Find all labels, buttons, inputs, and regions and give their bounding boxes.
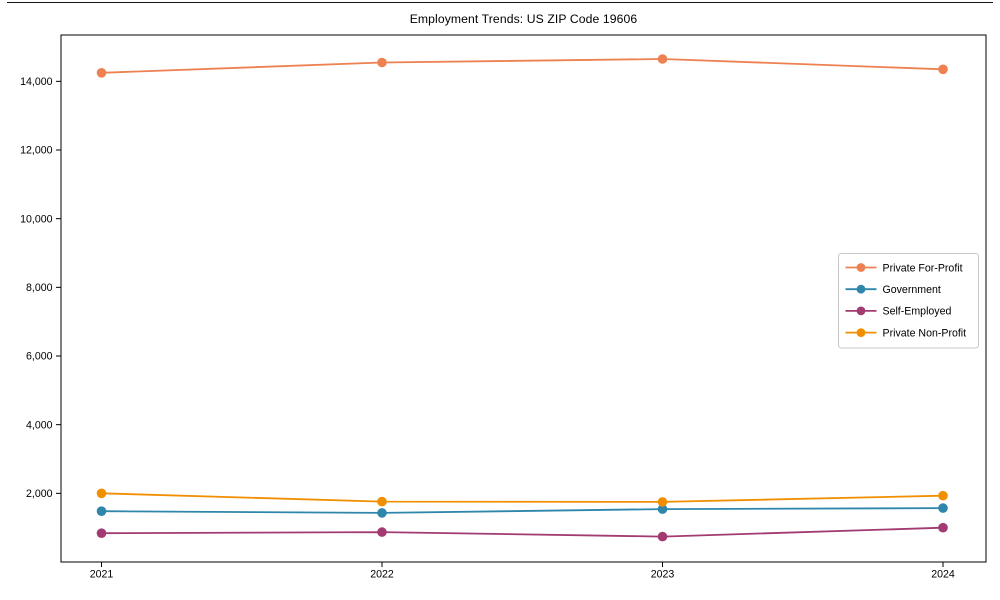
x-tick-label: 2024 — [931, 569, 955, 581]
series-line-private-non-profit — [101, 492, 944, 503]
data-point-private-non-profit-2022 — [377, 496, 387, 507]
series-line-self-employed — [101, 526, 944, 538]
data-point-government-2021 — [96, 506, 107, 516]
y-tick-label: 14,000 — [20, 76, 53, 88]
legend-marker-icon — [856, 328, 866, 337]
chart-title: Employment Trends: US ZIP Code 19606 — [409, 12, 638, 26]
legend-label: Government — [883, 284, 941, 296]
legend-item-government: Government — [845, 284, 941, 296]
data-point-government-2023 — [657, 504, 668, 514]
legend-label: Private For-Profit — [883, 262, 963, 274]
x-tick-label: 2022 — [370, 569, 394, 581]
data-point-self-employed-2024 — [938, 522, 948, 533]
legend-marker-icon — [856, 263, 866, 272]
y-tick-label: 6,000 — [26, 351, 53, 363]
y-tick-label: 10,000 — [20, 213, 53, 225]
legend-label: Private Non-Profit — [883, 327, 967, 339]
data-point-private-for-profit-2021 — [96, 68, 107, 78]
y-tick-label: 12,000 — [20, 145, 53, 157]
legend-item-self-employed: Self-Employed — [845, 306, 952, 318]
data-point-private-non-profit-2024 — [938, 490, 948, 501]
legend-label: Self-Employed — [883, 306, 952, 318]
legend-marker-icon — [856, 284, 866, 294]
data-point-self-employed-2022 — [377, 527, 387, 537]
legend-marker-icon — [856, 306, 866, 316]
data-point-self-employed-2021 — [96, 528, 107, 538]
data-point-government-2022 — [377, 508, 387, 518]
legend-item-private-for-profit: Private For-Profit — [845, 262, 963, 274]
x-tick-label: 2023 — [651, 569, 675, 581]
data-point-government-2024 — [938, 503, 948, 513]
y-tick-label: 8,000 — [26, 282, 53, 294]
y-tick-label: 4,000 — [26, 419, 53, 431]
series-line-private-for-profit — [101, 58, 944, 74]
data-point-self-employed-2023 — [657, 531, 668, 542]
window-top-edge — [7, 2, 993, 4]
data-point-private-for-profit-2022 — [377, 57, 387, 68]
x-tick-label: 2021 — [90, 569, 114, 581]
data-point-private-non-profit-2021 — [96, 488, 107, 499]
data-point-private-for-profit-2024 — [938, 64, 948, 75]
y-tick-label: 2,000 — [26, 488, 53, 500]
legend-item-private-non-profit: Private Non-Profit — [845, 327, 967, 339]
legend-box — [838, 253, 979, 349]
data-point-private-for-profit-2023 — [657, 54, 668, 64]
series-line-government — [101, 507, 944, 514]
plot-area-frame — [60, 34, 987, 563]
data-point-private-non-profit-2023 — [657, 497, 668, 507]
